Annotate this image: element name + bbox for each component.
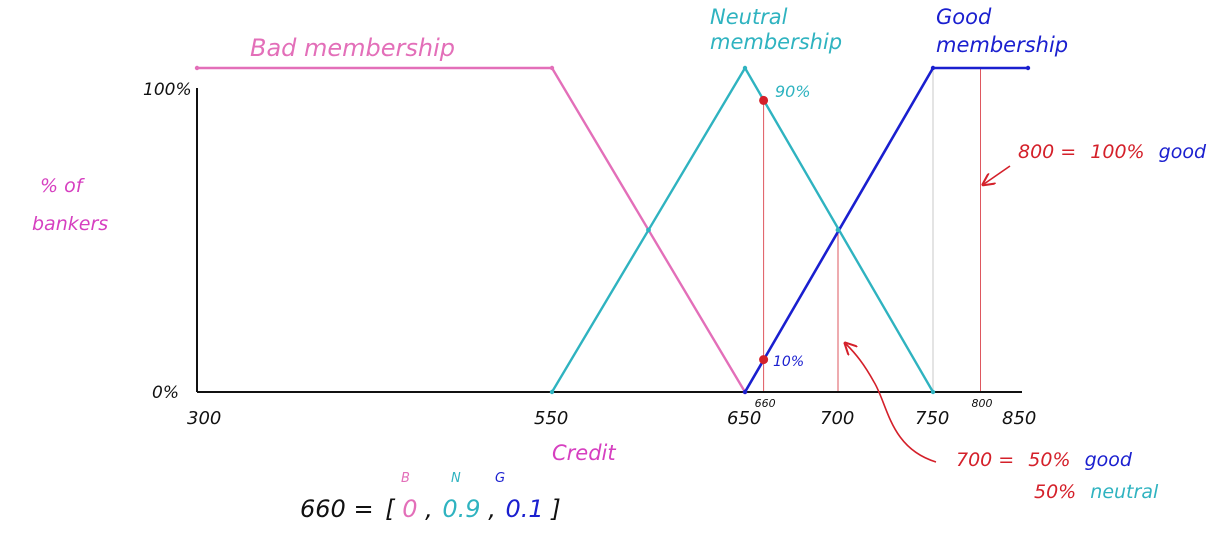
series-vertex-good-0 <box>742 389 748 395</box>
x-tick-650: 650 <box>727 408 761 429</box>
marker-group <box>759 95 769 365</box>
annotation-700-line2: 50% neutral <box>1034 481 1159 503</box>
reference-lines <box>763 68 981 392</box>
x-small-tick-800: 800 <box>972 397 993 410</box>
bad-membership-title: Bad membership <box>250 34 455 62</box>
good-membership-title-line1: Good <box>936 5 992 29</box>
x-tick-300: 300 <box>187 408 221 429</box>
x-axis-label: Credit <box>552 441 616 465</box>
annotation-10-percent: 10% <box>773 354 804 370</box>
series-vertex-good-2 <box>1025 65 1031 71</box>
annotation-90-percent: 90% <box>775 82 811 101</box>
vector-letter-b: B <box>401 471 410 486</box>
annotation-800-value: 800 = <box>1018 141 1076 163</box>
annotation-800: 800 = 100% good <box>1018 141 1207 163</box>
vector-good-value: 0.1 <box>506 495 544 523</box>
series-vertex-neutral-0 <box>549 389 555 395</box>
x-tick-550: 550 <box>534 408 568 429</box>
series-vertex-bad-1 <box>549 65 555 71</box>
y-tick-0: 0% <box>152 383 179 403</box>
annotation-700-line1: 700 = 50% good <box>956 449 1133 471</box>
arrow-700 <box>846 344 937 463</box>
neutral-membership-title-line2: membership <box>710 30 842 54</box>
series-vertex-neutral-2 <box>930 389 936 395</box>
neutral-membership-title-line1: Neutral <box>710 5 788 29</box>
series-group <box>194 65 1031 395</box>
arrow-800 <box>984 165 1011 184</box>
tick-labels: 300 550 650 700 750 850 660 800 <box>187 397 1036 429</box>
vector-close-bracket: ] <box>550 495 560 523</box>
vector-bad-value: 0 <box>402 495 417 523</box>
intersection-bad-neutral <box>646 227 651 233</box>
annotation-700-value: 700 = <box>956 449 1014 471</box>
vector-open-bracket: [ <box>385 495 396 523</box>
series-vertex-neutral-1 <box>742 65 748 71</box>
x-small-tick-660: 660 <box>755 397 776 410</box>
vector-letter-n: N <box>451 471 461 486</box>
series-line-neutral <box>550 66 935 394</box>
marker-660-10 <box>759 355 769 365</box>
series-vertex-bad-0 <box>194 65 200 71</box>
annotation-800-word: good <box>1159 141 1207 163</box>
annotation-700-word1: good <box>1085 449 1133 471</box>
vector-lhs: 660 = <box>300 495 374 523</box>
x-tick-750: 750 <box>915 408 949 429</box>
good-membership-title-line2: membership <box>936 33 1068 57</box>
y-axis-label-line2: bankers <box>32 213 108 235</box>
series-vertex-good-1 <box>930 65 936 71</box>
vector-neutral-value: 0.9 <box>442 495 480 523</box>
annotation-700-pct2: 50% <box>1034 481 1076 503</box>
vector-letter-g: G <box>495 471 505 486</box>
annotation-700-word2: neutral <box>1090 481 1159 503</box>
vector-comma-1: , <box>425 495 433 523</box>
membership-vector: 660 = [ 0 , 0.9 , 0.1 ] <box>300 495 561 523</box>
y-axis-label-line1: % of <box>40 175 86 197</box>
annotation-800-pct: 100% <box>1090 141 1144 163</box>
x-tick-700: 700 <box>820 408 854 429</box>
marker-660-90 <box>759 95 769 105</box>
y-tick-100: 100% <box>143 80 192 100</box>
series-line-bad <box>195 66 747 394</box>
annotation-700-pct1: 50% <box>1028 449 1070 471</box>
intersection-neutral-good <box>835 227 841 233</box>
vector-comma-2: , <box>488 495 496 523</box>
series-line-good <box>743 66 1030 394</box>
x-tick-850: 850 <box>1002 408 1036 429</box>
